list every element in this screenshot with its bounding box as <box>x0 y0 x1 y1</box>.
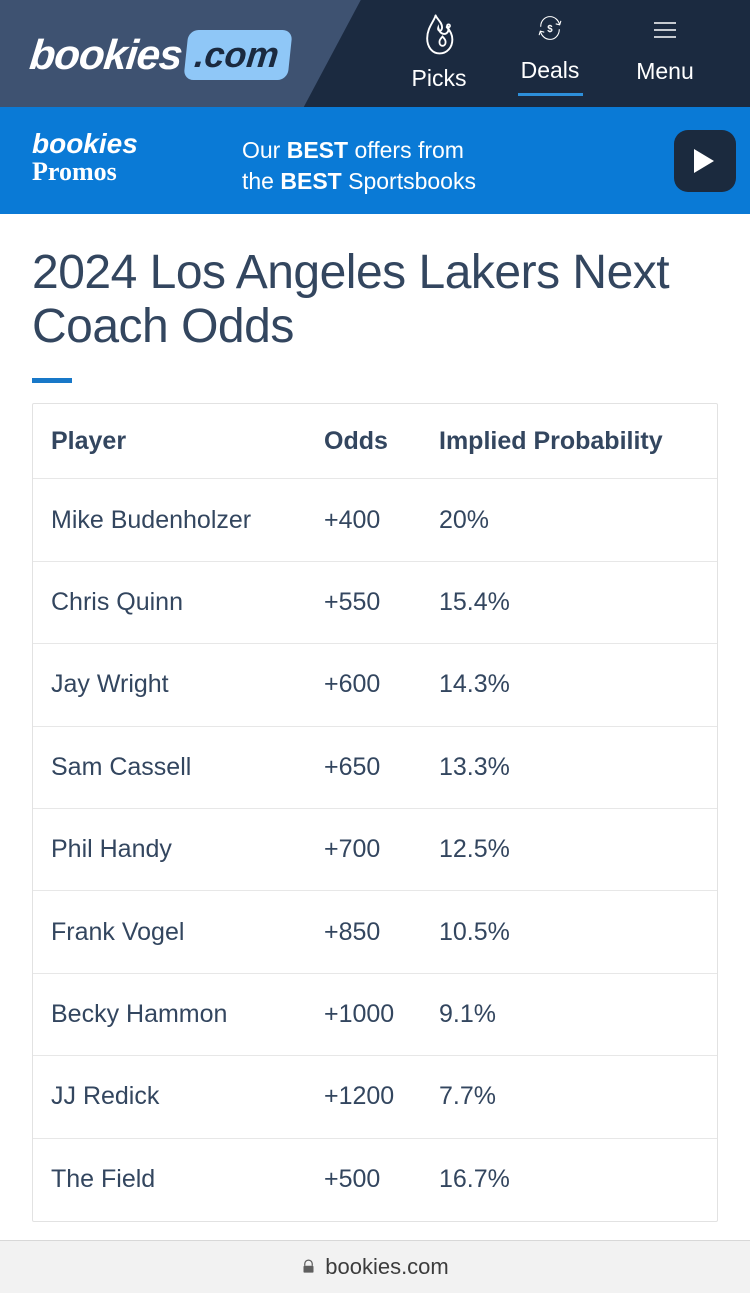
svg-text:$: $ <box>547 24 553 35</box>
